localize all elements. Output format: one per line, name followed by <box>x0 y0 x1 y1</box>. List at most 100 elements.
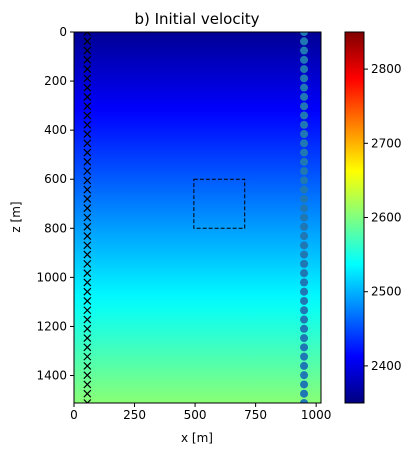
source-marker <box>83 32 92 36</box>
source-marker <box>83 380 92 389</box>
receiver-marker <box>300 55 309 64</box>
receiver-marker <box>300 102 309 111</box>
x-axis-label: x [m] <box>181 431 213 445</box>
receiver-marker <box>300 361 309 370</box>
receiver-marker <box>300 296 309 305</box>
receiver-marker <box>300 380 309 389</box>
colorbar-tick-label: 2600 <box>371 211 402 225</box>
source-marker <box>83 269 92 278</box>
y-tick-label: 0 <box>59 25 67 39</box>
colorbar: 2400 2500 2600 2700 2800 <box>344 31 402 404</box>
source-marker <box>83 241 92 250</box>
receiver-marker <box>300 315 309 324</box>
receiver-marker <box>300 222 309 231</box>
receiver-marker <box>300 194 309 203</box>
receiver-marker <box>300 389 309 398</box>
source-marker <box>83 343 92 352</box>
receiver-marker <box>300 157 309 166</box>
source-marker <box>83 102 92 111</box>
colorbar-gradient <box>345 32 364 403</box>
source-marker <box>83 120 92 129</box>
receiver-marker <box>300 232 309 241</box>
receiver-marker <box>300 111 309 120</box>
receiver-marker <box>300 130 309 139</box>
source-marker <box>83 139 92 148</box>
y-axis-label: z [m] <box>9 201 23 232</box>
receiver-marker <box>300 306 309 315</box>
source-marker <box>83 213 92 222</box>
source-marker <box>83 306 92 315</box>
receiver-marker <box>300 324 309 333</box>
target-box <box>193 178 246 229</box>
source-marker <box>83 157 92 166</box>
source-marker <box>83 46 92 55</box>
receiver-marker <box>300 278 309 287</box>
receiver-marker <box>300 32 309 36</box>
source-marker <box>83 352 92 361</box>
receiver-marker <box>300 139 309 148</box>
receiver-marker <box>300 250 309 259</box>
plot-frame <box>73 31 322 404</box>
source-marker <box>83 55 92 64</box>
y-tick-label: 1400 <box>36 369 67 383</box>
source-marker <box>83 232 92 240</box>
receiver-marker <box>300 371 309 380</box>
receiver-marker <box>300 241 309 250</box>
receiver-marker <box>300 185 309 194</box>
y-axis: 0 200 400 600 800 1000 1200 1400 <box>36 25 74 383</box>
receiver-marker <box>300 120 309 129</box>
y-tick-label: 1000 <box>36 270 67 284</box>
receiver-marker <box>300 259 309 268</box>
colorbar-ticks: 2400 2500 2600 2700 2800 <box>364 62 402 373</box>
x-tick-label: 1000 <box>301 408 332 422</box>
x-tick-label: 500 <box>184 408 207 422</box>
source-marker <box>83 111 92 120</box>
x-tick-label: 750 <box>244 408 267 422</box>
receiver-marker <box>300 343 309 352</box>
receiver-marker <box>300 352 309 361</box>
source-marker <box>83 65 92 74</box>
receiver-marker <box>300 167 309 176</box>
source-marker <box>83 324 92 333</box>
source-marker <box>83 278 92 287</box>
source-marker <box>83 334 92 342</box>
y-tick-label: 1200 <box>36 319 67 333</box>
source-marker <box>83 297 92 305</box>
receiver-marker <box>300 83 309 92</box>
source-marker <box>83 315 92 324</box>
colorbar-tick-label: 2500 <box>371 285 402 299</box>
source-marker <box>83 222 92 231</box>
receiver-marker <box>300 204 309 213</box>
source-marker <box>83 389 92 398</box>
receiver-marker <box>300 399 309 403</box>
receiver-marker <box>300 334 309 343</box>
receivers <box>300 32 309 403</box>
colorbar-tick-label: 2700 <box>371 136 402 150</box>
receiver-marker <box>300 213 309 222</box>
source-marker <box>83 185 92 194</box>
source-marker <box>83 250 92 259</box>
source-marker <box>83 287 92 296</box>
receiver-marker <box>300 148 309 157</box>
receiver-marker <box>300 176 309 185</box>
source-marker <box>83 204 92 213</box>
receiver-marker <box>300 74 309 83</box>
source-marker <box>83 399 92 403</box>
source-marker <box>83 371 92 380</box>
receiver-marker <box>300 46 309 55</box>
receiver-marker <box>300 269 309 278</box>
source-marker <box>83 37 92 46</box>
source-marker <box>83 83 92 92</box>
y-tick-label: 400 <box>44 123 67 137</box>
y-tick-label: 600 <box>44 172 67 186</box>
source-marker <box>83 74 92 83</box>
receiver-marker <box>300 287 309 296</box>
y-tick-label: 800 <box>44 221 67 235</box>
source-marker <box>83 361 92 370</box>
x-axis: 0 250 500 750 1000 <box>70 403 331 422</box>
receiver-marker <box>300 37 309 46</box>
source-marker <box>83 93 92 101</box>
sources <box>83 32 92 403</box>
colorbar-tick-label: 2800 <box>371 62 402 76</box>
